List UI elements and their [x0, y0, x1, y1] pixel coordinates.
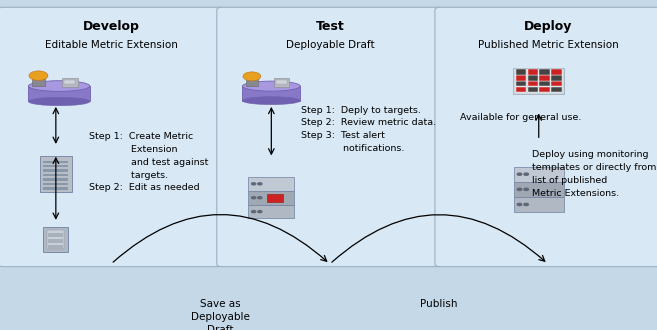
- Text: Published Metric Extension: Published Metric Extension: [478, 40, 618, 50]
- Text: Deployable Draft: Deployable Draft: [286, 40, 374, 50]
- Text: Save as
Deployable
Draft: Save as Deployable Draft: [191, 299, 250, 330]
- Bar: [513, 68, 564, 94]
- Circle shape: [524, 188, 528, 190]
- Text: Test: Test: [315, 20, 344, 33]
- Bar: [528, 75, 538, 81]
- Circle shape: [252, 211, 256, 213]
- Bar: [528, 81, 538, 86]
- Text: Available for general use.: Available for general use.: [460, 113, 581, 122]
- Bar: [43, 179, 68, 181]
- Bar: [539, 87, 550, 92]
- Ellipse shape: [28, 97, 90, 106]
- FancyArrowPatch shape: [113, 214, 327, 262]
- Text: Step 1:  Deply to targets.
Step 2:  Review metric data.
Step 3:  Test alert
    : Step 1: Deply to targets. Step 2: Review…: [301, 106, 436, 153]
- FancyBboxPatch shape: [64, 80, 76, 84]
- Bar: [43, 174, 68, 176]
- Bar: [516, 69, 526, 75]
- Bar: [516, 75, 526, 81]
- Bar: [516, 87, 526, 92]
- FancyBboxPatch shape: [514, 182, 564, 197]
- Bar: [528, 69, 538, 75]
- Circle shape: [517, 173, 522, 175]
- Text: Develop: Develop: [83, 20, 139, 33]
- FancyArrowPatch shape: [332, 215, 545, 262]
- FancyBboxPatch shape: [28, 86, 90, 102]
- Circle shape: [252, 183, 256, 185]
- Circle shape: [524, 203, 528, 206]
- Text: Step 1:  Create Metric
              Extension
              and test against
  : Step 1: Create Metric Extension and test…: [89, 132, 208, 192]
- FancyBboxPatch shape: [47, 230, 64, 249]
- Bar: [516, 81, 526, 86]
- FancyBboxPatch shape: [267, 194, 283, 202]
- FancyBboxPatch shape: [248, 205, 294, 218]
- Circle shape: [29, 71, 48, 81]
- FancyBboxPatch shape: [40, 156, 72, 192]
- Bar: [539, 75, 550, 81]
- FancyBboxPatch shape: [514, 197, 564, 212]
- Bar: [528, 87, 538, 92]
- Circle shape: [517, 203, 522, 206]
- Circle shape: [258, 183, 262, 185]
- Ellipse shape: [242, 81, 300, 91]
- FancyBboxPatch shape: [514, 167, 564, 182]
- Bar: [43, 183, 68, 185]
- Bar: [551, 69, 562, 75]
- Circle shape: [524, 173, 528, 175]
- FancyBboxPatch shape: [0, 7, 224, 267]
- FancyBboxPatch shape: [217, 7, 443, 267]
- Ellipse shape: [242, 97, 300, 105]
- Bar: [43, 165, 68, 167]
- FancyBboxPatch shape: [435, 7, 657, 267]
- FancyBboxPatch shape: [242, 86, 300, 101]
- Bar: [539, 69, 550, 75]
- Bar: [49, 233, 63, 237]
- Circle shape: [258, 197, 262, 199]
- Bar: [49, 239, 63, 243]
- Ellipse shape: [28, 81, 90, 91]
- FancyBboxPatch shape: [274, 79, 288, 87]
- Circle shape: [243, 72, 261, 81]
- Text: Publish: Publish: [420, 299, 458, 309]
- Bar: [43, 160, 68, 163]
- Circle shape: [517, 188, 522, 190]
- Text: Deploy using monitoring
templates or directly from the
list of published
Metric : Deploy using monitoring templates or dir…: [532, 150, 657, 198]
- FancyBboxPatch shape: [32, 79, 45, 86]
- Bar: [49, 245, 63, 249]
- Bar: [539, 81, 550, 86]
- Circle shape: [258, 211, 262, 213]
- FancyBboxPatch shape: [248, 177, 294, 191]
- FancyBboxPatch shape: [62, 78, 78, 87]
- Bar: [551, 87, 562, 92]
- Bar: [43, 170, 68, 172]
- FancyBboxPatch shape: [248, 191, 294, 205]
- FancyBboxPatch shape: [246, 79, 258, 86]
- Text: Deploy: Deploy: [524, 20, 572, 33]
- Text: Editable Metric Extension: Editable Metric Extension: [45, 40, 177, 50]
- FancyBboxPatch shape: [276, 80, 286, 84]
- Circle shape: [252, 197, 256, 199]
- Bar: [551, 81, 562, 86]
- Bar: [43, 187, 68, 190]
- FancyBboxPatch shape: [43, 227, 68, 252]
- Bar: [551, 75, 562, 81]
